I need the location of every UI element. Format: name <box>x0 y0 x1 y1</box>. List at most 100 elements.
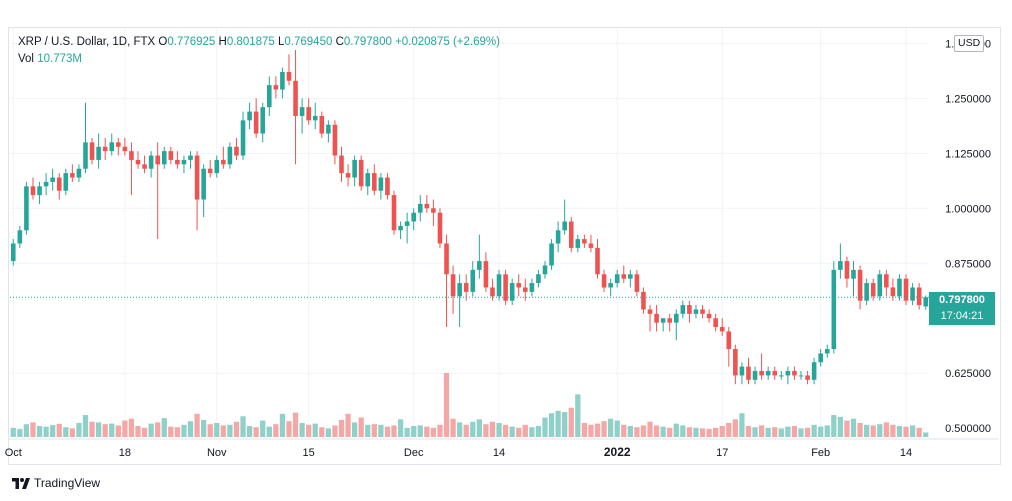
volume-bar <box>194 414 199 437</box>
candle-body <box>326 125 331 134</box>
volume-bar <box>96 422 101 437</box>
candle-body <box>438 213 443 244</box>
volume-bar <box>746 426 751 437</box>
candle-body <box>234 147 239 156</box>
candle-body <box>182 160 187 164</box>
volume-bar <box>247 426 252 437</box>
volume-bar <box>339 420 344 437</box>
candle-body <box>169 151 174 160</box>
candle-body <box>877 274 882 296</box>
volume-bar <box>555 411 560 437</box>
volume-bar <box>201 420 206 437</box>
volume-bar <box>30 422 35 437</box>
volume-bar <box>70 428 75 437</box>
candles <box>11 50 928 384</box>
y-tick-label: 1.000000 <box>945 203 991 215</box>
volume-legend: Vol 10.773M <box>18 53 82 65</box>
candle-body <box>392 195 397 230</box>
candle-body <box>457 283 462 296</box>
volume-bar <box>805 428 810 437</box>
candle-body <box>923 297 928 306</box>
bar-countdown-tag: 17:04:21 <box>929 308 995 325</box>
volume-bar <box>601 421 606 437</box>
volume-bar <box>772 427 777 437</box>
candle-body <box>57 178 62 191</box>
volume-bar <box>464 425 469 437</box>
volume-bar <box>405 428 410 437</box>
candle-body <box>24 186 29 230</box>
volume-bar <box>37 426 42 437</box>
candle-body <box>687 305 692 314</box>
volume-bar <box>359 417 364 437</box>
candle-body <box>214 160 219 173</box>
volume-bar <box>437 425 442 437</box>
candle-body <box>595 248 600 274</box>
volume-bar <box>785 427 790 437</box>
volume-bar <box>569 408 574 437</box>
candle-body <box>50 178 55 182</box>
candle-body <box>287 72 292 81</box>
candle-body <box>11 243 16 261</box>
last-price-tag: 0.797800 <box>929 292 995 309</box>
volume-bar <box>687 427 692 437</box>
candle-body <box>195 156 200 200</box>
open-value: 0.776925 <box>167 36 215 48</box>
candle-body <box>31 186 36 195</box>
volume-bar <box>273 424 278 437</box>
change-value: +0.020875 (+2.69%) <box>395 36 500 48</box>
volume-bar <box>83 415 88 437</box>
volume-bar <box>680 425 685 437</box>
volume-bar <box>162 418 167 437</box>
volume-bar <box>398 419 403 437</box>
candle-body <box>733 349 738 375</box>
volume-bar <box>240 416 245 437</box>
volume-bar <box>693 428 698 437</box>
candle-body <box>648 309 653 313</box>
currency-button[interactable]: USD <box>954 35 984 52</box>
candle-body <box>510 283 515 301</box>
candle-body <box>864 283 869 301</box>
x-tick-label: 18 <box>119 447 131 459</box>
x-tick-label: Oct <box>5 447 22 459</box>
volume-value: 10.773M <box>37 53 82 65</box>
candle-body <box>805 375 810 379</box>
x-tick-label: 15 <box>303 447 315 459</box>
candle-body <box>313 116 318 120</box>
volume-bar <box>496 423 501 437</box>
candle-body <box>503 274 508 300</box>
volume-bar <box>109 424 114 437</box>
volume-bar <box>706 429 711 437</box>
candle-body <box>339 156 344 174</box>
candle-body <box>267 85 272 107</box>
y-tick-label: 1.250000 <box>945 93 991 105</box>
volume-bar <box>661 427 666 437</box>
candle-body <box>372 173 377 191</box>
x-tick-label: Dec <box>404 447 424 459</box>
volume-bar <box>418 425 423 437</box>
tradingview-logo[interactable]: TradingView <box>12 476 100 490</box>
tradingview-logo-icon <box>12 478 30 489</box>
volume-bar <box>11 428 16 437</box>
candle-body <box>352 160 357 178</box>
volume-bar <box>510 427 515 437</box>
candle-body <box>359 160 364 186</box>
candle-body <box>759 371 764 375</box>
volume-bar <box>674 424 679 437</box>
candle-body <box>116 142 121 146</box>
candle-body <box>792 371 797 375</box>
candle-body <box>385 178 390 196</box>
volume-bar <box>884 422 889 437</box>
volume-bar <box>857 423 862 437</box>
volume-bar <box>608 419 613 437</box>
grid-lines <box>10 28 929 437</box>
candle-body <box>490 287 495 296</box>
candle-body <box>293 81 298 116</box>
volume-bar <box>175 427 180 437</box>
candle-body <box>812 362 817 380</box>
candle-body <box>260 107 265 133</box>
candle-body <box>720 327 725 331</box>
candle-body <box>425 204 430 208</box>
volume-bar <box>352 422 357 437</box>
y-axis: 1.3750001.2500001.1250001.0000000.875000… <box>945 38 991 435</box>
